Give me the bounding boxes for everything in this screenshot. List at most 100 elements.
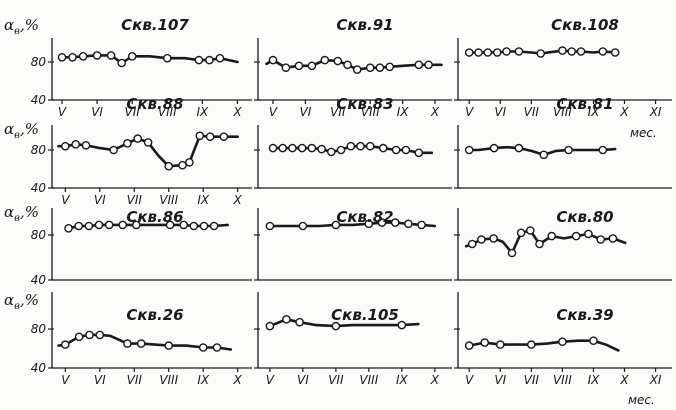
data-point: [467, 239, 477, 249]
y-tick-label: 80: [31, 322, 47, 336]
chart-title: Скв.80: [556, 208, 613, 226]
x-tick-label: VII: [127, 373, 143, 387]
x-tick-label: VII: [524, 373, 540, 387]
data-point: [346, 141, 356, 151]
x-tick-label: X: [430, 105, 440, 119]
data-point: [401, 145, 411, 155]
series-line: [464, 229, 627, 255]
data-point: [295, 317, 304, 327]
data-point: [598, 47, 608, 56]
data-point: [143, 138, 153, 147]
chart-panel: Скв.83: [254, 95, 452, 189]
data-point: [92, 51, 102, 60]
x-tick-label: X: [430, 373, 440, 387]
data-point: [307, 61, 317, 71]
data-point: [74, 221, 83, 231]
chart-panel: V VI VII VIII IX X XI Скв.108: [454, 16, 672, 119]
x-tick-label: XI: [649, 105, 662, 119]
data-point: [64, 223, 73, 233]
data-point: [564, 145, 573, 155]
y-tick-label: 40: [31, 361, 47, 375]
data-point: [375, 63, 385, 72]
data-point: [495, 340, 505, 349]
x-tick-label: VIII: [361, 105, 380, 119]
data-point: [212, 343, 222, 352]
y-axis-symbol: α: [4, 120, 14, 138]
x-tick-label: X: [232, 105, 242, 119]
data-point: [567, 47, 577, 56]
data-point: [195, 131, 205, 141]
data-point: [136, 339, 146, 348]
y-axis-subscript: в: [14, 301, 20, 312]
data-point: [117, 58, 126, 68]
data-point: [317, 144, 326, 154]
data-point: [297, 143, 307, 153]
data-point: [123, 138, 132, 148]
data-point: [502, 47, 511, 56]
data-point: [198, 343, 208, 352]
y-tick-label: 40: [31, 93, 47, 107]
data-point: [378, 143, 388, 153]
x-tick-label: IX: [396, 373, 409, 387]
data-point: [489, 143, 499, 153]
series-line: [467, 339, 620, 352]
chart-title: Скв.86: [126, 208, 183, 226]
data-point: [608, 234, 618, 243]
y-axis-subscript: в: [14, 213, 20, 224]
data-point: [514, 47, 524, 56]
data-point: [106, 51, 116, 60]
data-point: [385, 62, 395, 72]
x-tick-label: IX: [588, 105, 601, 119]
data-point: [85, 330, 94, 340]
data-point: [127, 52, 137, 61]
data-point: [265, 321, 275, 331]
data-point: [133, 134, 142, 143]
data-point: [589, 336, 598, 346]
y-axis-label: αв,%: [4, 120, 39, 141]
data-point: [483, 48, 493, 57]
data-point: [219, 132, 229, 141]
chart-panel: Скв.80: [454, 208, 672, 281]
x-tick-label: VI: [91, 105, 103, 119]
y-axis-suffix: ,%: [20, 16, 39, 34]
data-point: [527, 340, 536, 349]
data-point: [265, 221, 275, 231]
data-point: [199, 221, 209, 231]
x-tick-label: IX: [197, 193, 210, 207]
x-tick-label: VIII: [159, 373, 178, 387]
x-tick-label: IX: [196, 105, 209, 119]
chart-panel: Скв.82: [254, 208, 452, 281]
data-point: [78, 52, 88, 61]
data-point: [576, 47, 586, 56]
chart-title: Скв.108: [551, 16, 619, 34]
x-tick-label: VI: [494, 373, 506, 387]
x-tick-label: VII: [125, 105, 141, 119]
x-tick-label: VIII: [359, 373, 378, 387]
data-point: [492, 48, 502, 57]
series-line: [271, 144, 434, 155]
y-tick-label: 40: [31, 273, 47, 287]
data-point: [536, 49, 546, 58]
data-point: [179, 220, 188, 230]
data-point: [165, 220, 175, 230]
data-point: [404, 219, 413, 229]
data-point: [131, 220, 141, 230]
data-point: [464, 145, 474, 155]
data-point: [598, 145, 608, 155]
x-tick-label: XI: [649, 373, 662, 387]
chart-title: Скв.82: [336, 208, 393, 226]
y-tick-label: 40: [31, 181, 47, 195]
data-point: [480, 338, 490, 347]
data-point: [596, 235, 606, 244]
data-point: [123, 339, 132, 348]
x-tick-label: V: [58, 105, 67, 119]
series-line: [268, 318, 420, 328]
x-tick-label: VI: [94, 373, 106, 387]
data-point: [84, 221, 94, 231]
data-point: [164, 161, 173, 171]
y-axis-suffix: ,%: [20, 120, 39, 138]
data-point: [516, 228, 526, 238]
data-point: [377, 218, 387, 227]
data-point: [61, 141, 70, 151]
